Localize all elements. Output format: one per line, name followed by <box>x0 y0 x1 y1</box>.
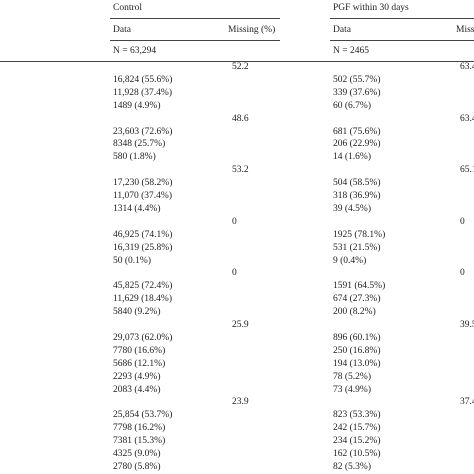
data-cell: 9 (0.4%) <box>333 255 367 266</box>
rule <box>110 40 280 41</box>
column-title: PGF within 30 days <box>333 3 409 13</box>
rule <box>110 18 280 19</box>
data-cell: 1925 (78.1%) <box>333 229 386 240</box>
missing-header: Missing (%) <box>228 25 276 35</box>
data-cell: 45,825 (72.4%) <box>113 281 173 292</box>
data-cell: 5840 (9.2%) <box>113 307 161 318</box>
data-cell: 502 (55.7%) <box>333 74 381 85</box>
data-cell: 2293 (4.9%) <box>113 371 161 382</box>
missing-value: 0 <box>460 268 465 279</box>
data-cell: 73 (4.9%) <box>333 384 371 395</box>
n-label: N = 2465 <box>333 46 369 56</box>
data-cell: 46,925 (74.1%) <box>113 229 173 240</box>
data-cell: 339 (37.6%) <box>333 87 381 98</box>
data-cell: 318 (36.9%) <box>333 191 381 201</box>
data-cell: 50 (0.1%) <box>113 255 151 266</box>
missing-value: 39.5 <box>460 320 474 330</box>
data-cell: 82 (5.3%) <box>333 461 371 472</box>
n-label: N = 63,294 <box>113 46 157 56</box>
data-cell: 242 (15.7%) <box>333 423 381 434</box>
data-cell: 29,073 (62.0%) <box>113 332 173 343</box>
data-cell: 7780 (16.6%) <box>113 345 166 356</box>
data-cell: 7381 (15.3%) <box>113 436 166 447</box>
data-cell: 1489 (4.9%) <box>113 100 161 111</box>
data-cell: 504 (58.5%) <box>333 178 381 189</box>
data-cell: 25,854 (53.7%) <box>113 410 173 421</box>
data-cell: 4325 (9.0%) <box>113 449 161 459</box>
missing-value: 0 <box>460 216 465 227</box>
missing-value: 63.4 <box>460 113 474 124</box>
data-header: Data <box>113 25 131 35</box>
data-cell: 162 (10.5%) <box>333 449 381 459</box>
data-cell: 11,928 (37.4%) <box>113 87 173 98</box>
data-cell: 23,603 (72.6%) <box>113 126 173 137</box>
data-cell: 896 (60.1%) <box>333 332 381 343</box>
column-title: Control <box>113 3 143 13</box>
missing-value: 48.6 <box>232 113 249 124</box>
data-cell: 14 (1.6%) <box>333 152 371 163</box>
data-cell: 250 (16.8%) <box>333 345 381 356</box>
missing-value: 37.4 <box>460 397 474 408</box>
rule <box>330 18 474 19</box>
data-cell: 234 (15.2%) <box>333 436 381 447</box>
data-cell: 17,230 (58.2%) <box>113 178 173 189</box>
data-cell: 5686 (12.1%) <box>113 358 166 369</box>
data-header: Data <box>333 25 351 35</box>
data-cell: 39 (4.5%) <box>333 203 371 214</box>
data-cell: 60 (6.7%) <box>333 100 371 111</box>
missing-value: 53.2 <box>232 165 249 176</box>
missing-value: 23.9 <box>232 397 249 408</box>
data-cell: 1591 (64.5%) <box>333 281 386 292</box>
data-cell: 7798 (16.2%) <box>113 423 166 434</box>
missing-value: 63.4 <box>460 62 474 72</box>
data-cell: 531 (21.5%) <box>333 242 381 253</box>
data-cell: 674 (27.3%) <box>333 294 381 305</box>
missing-value: 52.2 <box>232 62 249 72</box>
data-cell: 194 (13.0%) <box>333 358 381 369</box>
rule <box>0 61 474 62</box>
missing-header: Missing <box>456 25 474 35</box>
data-cell: 11,629 (18.4%) <box>113 294 173 305</box>
data-cell: 206 (22.9%) <box>333 139 381 150</box>
missing-value: 0 <box>232 216 237 227</box>
data-cell: 11,070 (37.4%) <box>113 191 173 201</box>
missing-value: 0 <box>232 268 237 279</box>
data-cell: 78 (5.2%) <box>333 371 371 382</box>
data-cell: 823 (53.3%) <box>333 410 381 421</box>
rule <box>330 40 474 41</box>
data-cell: 681 (75.6%) <box>333 126 381 137</box>
missing-value: 25.9 <box>232 320 249 330</box>
data-cell: 8348 (25.7%) <box>113 139 166 150</box>
data-cell: 1314 (4.4%) <box>113 203 161 214</box>
data-cell: 2780 (5.8%) <box>113 461 161 472</box>
data-cell: 16,319 (25.8%) <box>113 242 173 253</box>
data-cell: 580 (1.8%) <box>113 152 156 163</box>
data-cell: 200 (8.2%) <box>333 307 376 318</box>
missing-value: 65.1 <box>460 165 474 176</box>
data-cell: 2083 (4.4%) <box>113 384 161 395</box>
data-cell: 16,824 (55.6%) <box>113 74 173 85</box>
